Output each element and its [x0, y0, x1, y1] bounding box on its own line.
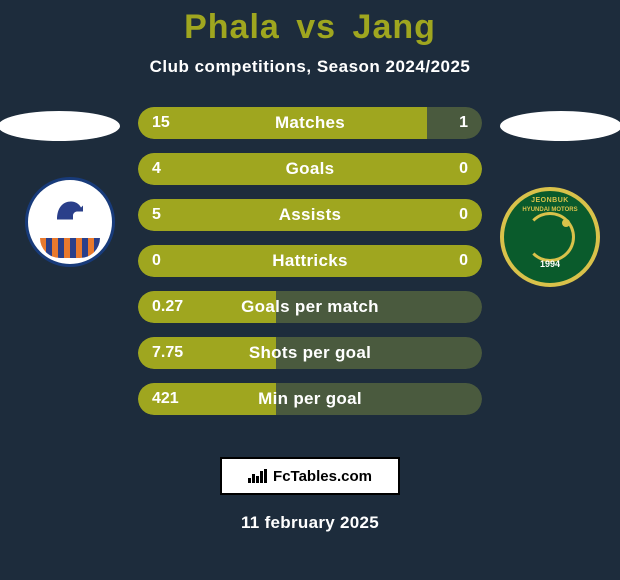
- stat-label: Shots per goal: [138, 337, 482, 369]
- crest-text-top: JEONBUK: [504, 197, 596, 204]
- stat-label: Goals per match: [138, 291, 482, 323]
- footer-date: 11 february 2025: [0, 513, 620, 533]
- left-ellipse-decor: [0, 111, 120, 141]
- comparison-infographic: Phala vs Jang Club competitions, Season …: [0, 0, 620, 580]
- stat-row: 0.27Goals per match: [138, 291, 482, 323]
- right-team-crest: JEONBUK HYUNDAI MOTORS 1994: [500, 187, 600, 287]
- page-title: Phala vs Jang: [0, 0, 620, 47]
- stat-row: 50Assists: [138, 199, 482, 231]
- horse-icon: [53, 197, 87, 230]
- title-vs: vs: [296, 8, 336, 46]
- crest-year: 1994: [504, 259, 596, 269]
- stat-label: Matches: [138, 107, 482, 139]
- source-badge: FcTables.com: [220, 457, 400, 495]
- title-left-player: Phala: [184, 8, 280, 46]
- stat-label: Min per goal: [138, 383, 482, 415]
- content-area: JEONBUK HYUNDAI MOTORS 1994 151Matches 40…: [0, 107, 620, 447]
- left-team-crest: [25, 177, 115, 267]
- crest-stripes-decor: [40, 238, 100, 258]
- stat-label: Hattricks: [138, 245, 482, 277]
- stat-row: 151Matches: [138, 107, 482, 139]
- stat-label: Goals: [138, 153, 482, 185]
- bar-chart-icon: [248, 469, 267, 483]
- stat-row: 40Goals: [138, 153, 482, 185]
- dragon-icon: [525, 212, 575, 262]
- title-right-player: Jang: [353, 8, 436, 46]
- stat-row: 00Hattricks: [138, 245, 482, 277]
- subtitle: Club competitions, Season 2024/2025: [0, 57, 620, 77]
- stat-label: Assists: [138, 199, 482, 231]
- right-ellipse-decor: [500, 111, 620, 141]
- stat-row: 421Min per goal: [138, 383, 482, 415]
- source-badge-text: FcTables.com: [273, 468, 372, 485]
- stat-bars: 151Matches 40Goals 50Assists 00Hattricks 0.2…: [138, 107, 482, 429]
- stat-row: 7.75Shots per goal: [138, 337, 482, 369]
